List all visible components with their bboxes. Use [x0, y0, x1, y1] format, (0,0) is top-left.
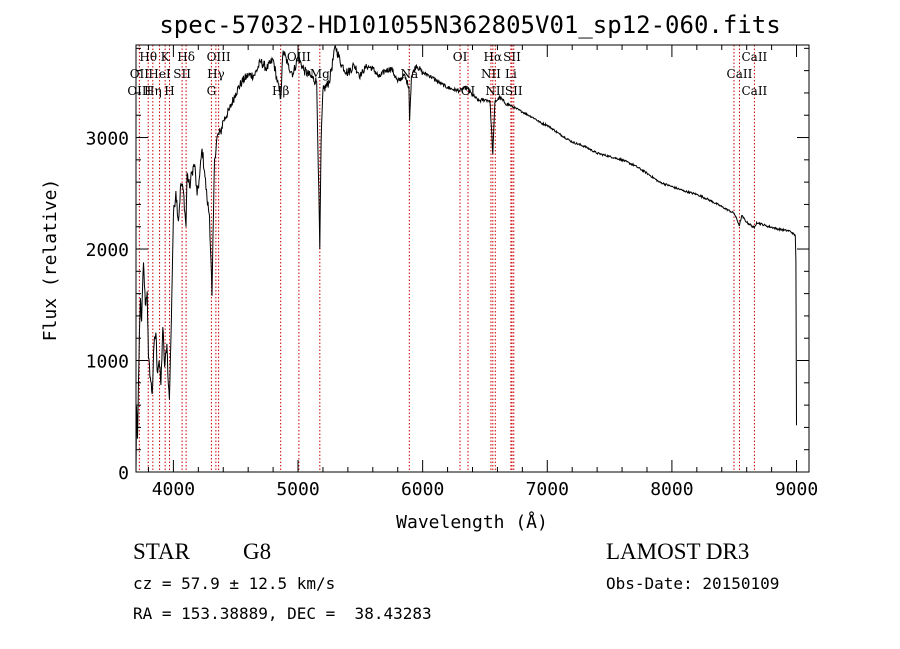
emission-line-label: SII	[505, 84, 523, 98]
emission-line-label: OII	[130, 67, 150, 81]
emission-line-label: G	[207, 84, 217, 98]
emission-line-label: NII	[481, 67, 501, 81]
emission-line-label: OIII	[207, 50, 231, 64]
coordinates: RA = 153.38889, DEC = 38.43283	[133, 604, 432, 623]
y-tick-label: 0	[118, 463, 129, 484]
emission-line-label: Hα	[484, 50, 503, 64]
emission-line-label: Mg	[310, 67, 330, 81]
flux-line	[135, 45, 797, 473]
emission-line-label: HeI	[148, 67, 171, 81]
emission-line-label: Hθ	[139, 50, 157, 64]
emission-line-markers	[138, 45, 755, 472]
emission-line-label: Hγ	[207, 67, 225, 81]
emission-line-label: NII	[485, 84, 505, 98]
x-tick-label: 6000	[401, 479, 444, 500]
redshift-info: cz = 57.9 ± 12.5 km/s	[133, 574, 336, 593]
emission-line-label: Hδ	[177, 50, 195, 64]
emission-line-label: CaII	[727, 67, 753, 81]
x-tick-label: 5000	[276, 479, 319, 500]
emission-line-label: K	[161, 50, 171, 64]
y-tick-label: 1000	[86, 352, 129, 373]
axes: 4000 5000 6000 7000 8000 9000 0 1000 2000 3000	[86, 45, 818, 500]
y-tick-label: 2000	[86, 240, 129, 261]
survey-name: LAMOST DR3	[606, 539, 750, 564]
emission-line-labels: HθOIIOIIIKHeIHηHδSIIHOIIIHγGOIIIMgHβNaOI…	[127, 50, 767, 98]
emission-line-label: H	[164, 84, 174, 98]
emission-line-label: Hβ	[272, 84, 289, 98]
x-tick-label: 9000	[775, 479, 818, 500]
emission-line-label: Hη	[144, 84, 162, 98]
y-axis-label: Flux (relative)	[40, 179, 61, 342]
emission-line-label: CaII	[741, 84, 767, 98]
x-tick-label: 4000	[152, 479, 195, 500]
observation-date: Obs-Date: 20150109	[606, 574, 780, 593]
emission-line-label: OI	[453, 50, 468, 64]
emission-line-label: OIII	[127, 84, 151, 98]
emission-line-label: SII	[173, 67, 191, 81]
emission-line-label: OIII	[287, 50, 311, 64]
emission-line-label: Li	[505, 67, 517, 81]
emission-line-label: SII	[503, 50, 521, 64]
object-class: STAR	[133, 539, 190, 564]
chart-title: spec-57032-HD101055N362805V01_sp12-060.f…	[159, 11, 780, 39]
y-tick-label: 3000	[86, 129, 129, 150]
spectral-subclass: G8	[243, 539, 272, 564]
plot-frame	[135, 44, 810, 473]
x-axis-label: Wavelength (Å)	[396, 511, 548, 533]
emission-line-label: CaII	[741, 50, 767, 64]
x-tick-label: 7000	[526, 479, 569, 500]
x-tick-label: 8000	[650, 479, 693, 500]
